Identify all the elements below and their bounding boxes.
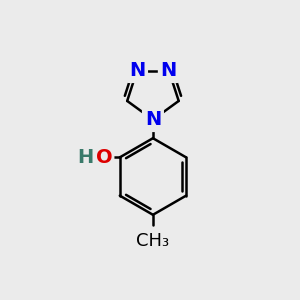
Text: CH₃: CH₃ — [136, 232, 169, 250]
Text: H: H — [77, 148, 93, 167]
Text: O: O — [96, 148, 112, 167]
Text: N: N — [161, 61, 177, 80]
Text: N: N — [129, 61, 145, 80]
Text: N: N — [145, 110, 161, 129]
